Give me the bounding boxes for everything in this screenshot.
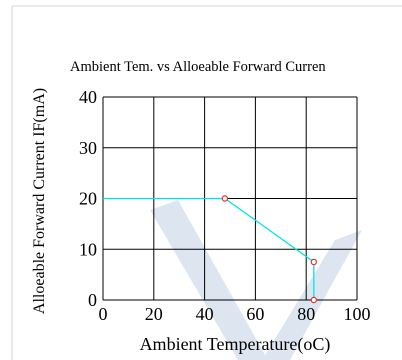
watermark-logo	[150, 200, 268, 360]
x-tick-label: 100	[344, 304, 371, 324]
x-tick-label: 0	[99, 304, 108, 324]
y-tick-label: 10	[79, 239, 97, 259]
y-tick-label: 20	[79, 189, 97, 209]
tick-labels: 0 20 40 60 80 100 0 10 20 30 40	[79, 87, 371, 324]
x-axis-label: Ambient Temperature(oC)	[140, 334, 331, 355]
watermark-logo-right	[262, 230, 362, 360]
y-tick-label: 30	[79, 138, 97, 158]
x-tick-label: 60	[246, 304, 264, 324]
series-line	[103, 197, 315, 300]
y-tick-label: 40	[79, 87, 97, 107]
x-tick-label: 20	[145, 304, 163, 324]
y-tick-label: 0	[88, 290, 97, 310]
chart-title: Ambient Tem. vs Alloeable Forward Curren	[70, 59, 326, 75]
x-tick-label: 80	[297, 304, 315, 324]
data-point-marker	[221, 195, 229, 202]
series	[103, 195, 318, 304]
x-tick-label: 40	[196, 304, 214, 324]
data-point-marker	[310, 258, 318, 266]
y-axis-label: Alloeable Forward Current IF(mA)	[31, 88, 48, 314]
data-point-marker	[310, 296, 318, 304]
